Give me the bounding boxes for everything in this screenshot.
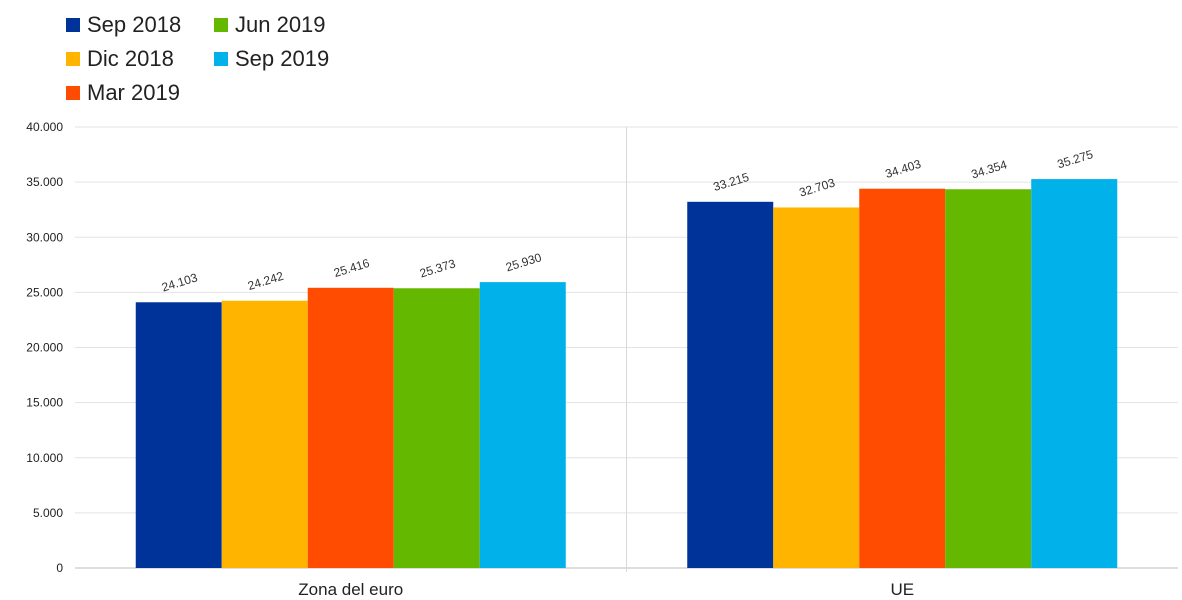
legend-swatch bbox=[214, 18, 228, 32]
y-tick-label: 0 bbox=[56, 561, 63, 575]
legend-label: Sep 2018 bbox=[87, 12, 182, 37]
data-label: 25.930 bbox=[504, 250, 544, 274]
data-label: 25.416 bbox=[332, 256, 372, 280]
legend-swatch bbox=[214, 52, 228, 66]
x-category-label: UE bbox=[890, 580, 914, 599]
data-label: 34.354 bbox=[969, 157, 1009, 181]
bar bbox=[221, 300, 308, 568]
bar bbox=[859, 188, 946, 569]
x-category-label: Zona del euro bbox=[298, 580, 403, 599]
bar bbox=[1031, 179, 1118, 568]
legend-label: Sep 2019 bbox=[235, 46, 330, 71]
legend: Sep 2018 Dic 2018 Mar 2019 Jun 2019 Sep 2019 bbox=[66, 10, 366, 110]
bar bbox=[135, 302, 222, 568]
data-label: 24.103 bbox=[160, 270, 200, 294]
y-tick-label: 40.000 bbox=[26, 120, 63, 134]
bar bbox=[773, 207, 860, 568]
data-label: 35.275 bbox=[1055, 147, 1095, 171]
data-label: 32.703 bbox=[797, 175, 837, 199]
bar bbox=[479, 282, 566, 568]
y-tick-label: 20.000 bbox=[26, 341, 63, 355]
legend-label: Dic 2018 bbox=[87, 46, 174, 71]
legend-label: Jun 2019 bbox=[235, 12, 326, 37]
bar bbox=[393, 288, 480, 568]
bar bbox=[307, 287, 394, 568]
bar bbox=[687, 201, 774, 568]
y-tick-label: 25.000 bbox=[26, 285, 63, 299]
data-label: 24.242 bbox=[246, 269, 286, 293]
y-tick-label: 30.000 bbox=[26, 230, 63, 244]
legend-swatch bbox=[66, 18, 80, 32]
legend-swatch bbox=[66, 86, 80, 100]
legend-item: Jun 2019 bbox=[214, 10, 326, 40]
y-tick-label: 35.000 bbox=[26, 175, 63, 189]
bar bbox=[945, 189, 1032, 569]
legend-swatch bbox=[66, 52, 80, 66]
legend-item: Sep 2018 bbox=[66, 10, 181, 40]
y-tick-label: 5.000 bbox=[33, 506, 63, 520]
y-tick-label: 10.000 bbox=[26, 451, 63, 465]
data-label: 25.373 bbox=[418, 256, 458, 280]
data-label: 33.215 bbox=[711, 170, 751, 194]
legend-item: Sep 2019 bbox=[214, 44, 329, 74]
y-tick-label: 15.000 bbox=[26, 396, 63, 410]
legend-item: Mar 2019 bbox=[66, 78, 180, 108]
legend-item: Dic 2018 bbox=[66, 44, 174, 74]
data-label: 34.403 bbox=[883, 157, 923, 181]
legend-label: Mar 2019 bbox=[87, 80, 180, 105]
